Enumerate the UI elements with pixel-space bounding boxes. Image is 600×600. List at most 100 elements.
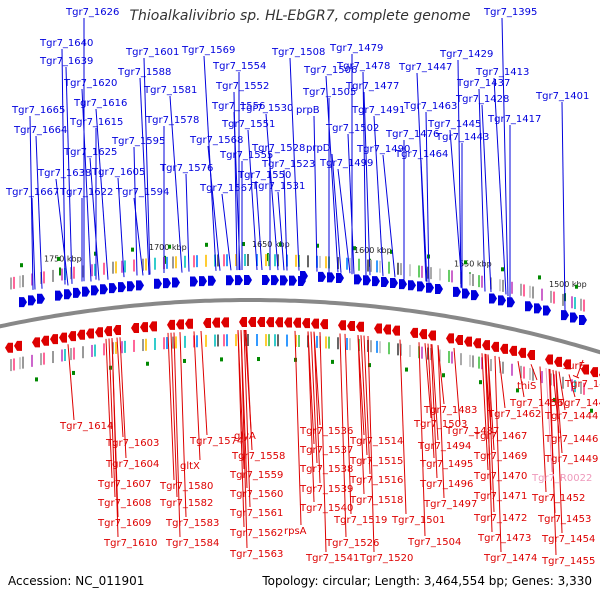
- reverse-gene-label[interactable]: Tgr7_1582: [159, 498, 213, 509]
- reverse-gene-label[interactable]: Tgr7_1561: [229, 508, 283, 519]
- reverse-gene-label[interactable]: Tgr7_1580: [159, 481, 213, 492]
- forward-gene-label[interactable]: Tgr7_1625: [63, 147, 117, 158]
- forward-gene-label[interactable]: Tgr7_1463: [403, 101, 457, 112]
- forward-gene-label[interactable]: Tgr7_1429: [439, 49, 493, 60]
- forward-gene-label[interactable]: Tgr7_1639: [39, 56, 93, 67]
- forward-gene-label[interactable]: Tgr7_1502: [325, 123, 379, 134]
- reverse-gene-label[interactable]: Tgr7_1473: [477, 533, 531, 544]
- forward-gene-label[interactable]: Tgr7_1505: [302, 87, 356, 98]
- reverse-gene-label[interactable]: Tgr7_1610: [103, 538, 157, 549]
- reverse-gene-label[interactable]: Tgr7_1449: [544, 454, 598, 465]
- forward-gene-label[interactable]: Tgr7_1667: [5, 187, 59, 198]
- forward-gene-label[interactable]: Tgr7_1417: [487, 114, 541, 125]
- forward-gene-label[interactable]: Tgr7_1551: [221, 119, 275, 130]
- forward-gene-label[interactable]: Tgr7_1578: [145, 115, 199, 126]
- reverse-gene-label[interactable]: thiS: [517, 381, 536, 392]
- forward-gene-label[interactable]: Tgr7_1554: [212, 61, 266, 72]
- forward-gene-label[interactable]: Tgr7_1464: [394, 149, 448, 160]
- reverse-gene-label[interactable]: rpsA: [284, 526, 307, 537]
- forward-gene-label[interactable]: Tgr7_1622: [59, 187, 113, 198]
- forward-gene-label[interactable]: Tgr7_1568: [189, 135, 243, 146]
- reverse-gene-label[interactable]: Tgr7_1563: [229, 549, 283, 560]
- forward-gene-label[interactable]: Tgr7_1581: [143, 85, 197, 96]
- forward-gene-label[interactable]: Tgr7_1556: [211, 101, 265, 112]
- forward-gene-label[interactable]: Tgr7_1528: [251, 143, 305, 154]
- reverse-gene-label[interactable]: Tgr7_1474: [483, 553, 537, 564]
- reverse-gene-label[interactable]: Tgr7_1483: [423, 405, 477, 416]
- reverse-gene-label[interactable]: Tgr7_1467: [473, 431, 527, 442]
- forward-gene-label[interactable]: Tgr7_1447: [398, 62, 452, 73]
- reverse-gene-label[interactable]: Tgr7_1526: [325, 538, 379, 549]
- forward-gene-label[interactable]: Tgr7_1620: [63, 78, 117, 89]
- forward-gene-label[interactable]: Tgr7_1413: [475, 67, 529, 78]
- reverse-gene-label[interactable]: Tgr7_1454: [541, 534, 595, 545]
- reverse-gene-label[interactable]: Tgr7_1583: [165, 518, 219, 529]
- reverse-gene-label[interactable]: Tgr7_1452: [531, 493, 585, 504]
- reverse-gene-label[interactable]: Tgr7_1516: [349, 475, 403, 486]
- forward-gene-label[interactable]: Tgr7_1601: [125, 47, 179, 58]
- forward-gene-label[interactable]: Tgr7_1665: [11, 105, 65, 116]
- forward-gene-label[interactable]: Tgr7_1550: [237, 170, 291, 181]
- reverse-gene-label[interactable]: Tgr7_1539: [299, 484, 353, 495]
- reverse-gene-label[interactable]: Tgr7_1501: [391, 515, 445, 526]
- forward-gene-label[interactable]: Tgr7_1523: [261, 159, 315, 170]
- reverse-gene-label[interactable]: Tgr7_1439: [564, 379, 600, 390]
- forward-gene-label[interactable]: Tgr7_1605: [91, 167, 145, 178]
- forward-gene-label[interactable]: prpD: [306, 143, 331, 154]
- reverse-gene-label[interactable]: Tgr7_1538: [299, 464, 353, 475]
- reverse-gene-label[interactable]: Tgr7_1453: [537, 514, 591, 525]
- forward-gene-label[interactable]: Tgr7_1595: [111, 136, 165, 147]
- reverse-gene-label[interactable]: Tgr7_1574: [189, 436, 243, 447]
- reverse-gene-label[interactable]: Tgr7_1584: [165, 538, 219, 549]
- forward-gene-label[interactable]: Tgr7_1552: [215, 81, 269, 92]
- reverse-gene-label[interactable]: Tgr7_1469: [473, 451, 527, 462]
- reverse-gene-label[interactable]: Tgr7_1472: [473, 513, 527, 524]
- forward-gene-label[interactable]: Tgr7_1443: [435, 132, 489, 143]
- forward-gene-label[interactable]: Tgr7_1576: [159, 163, 213, 174]
- reverse-gene-label[interactable]: Tgr7_1609: [97, 518, 151, 529]
- reverse-gene-label[interactable]: Tgr7_1503: [413, 419, 467, 430]
- reverse-gene-label[interactable]: Tgr7_1558: [231, 451, 285, 462]
- reverse-gene-label[interactable]: Tgr7_1559: [229, 470, 283, 481]
- reverse-gene-label[interactable]: Tgr7_1514: [349, 436, 403, 447]
- forward-gene-label[interactable]: Tgr7_1401: [535, 91, 589, 102]
- reverse-gene-label[interactable]: Tgr7_1456: [509, 398, 563, 409]
- forward-gene-label[interactable]: Tgr7_1530: [239, 103, 293, 114]
- forward-gene-label[interactable]: Tgr7_1395: [483, 7, 537, 18]
- forward-gene-label[interactable]: Tgr7_1506: [303, 65, 357, 76]
- forward-gene-label[interactable]: Tgr7_1615: [69, 117, 123, 128]
- reverse-gene-label[interactable]: Tgr7_1519: [333, 515, 387, 526]
- forward-gene-label[interactable]: Tgr7_1626: [65, 7, 119, 18]
- reverse-gene-label[interactable]: Tgr7_1537: [299, 445, 353, 456]
- forward-gene-label[interactable]: Tgr7_1567: [199, 183, 253, 194]
- forward-gene-label[interactable]: Tgr7_1445: [427, 119, 481, 130]
- reverse-gene-label[interactable]: Tgr7_1470: [473, 471, 527, 482]
- reverse-gene-label[interactable]: Tgr7_1604: [105, 459, 159, 470]
- reverse-gene-label[interactable]: surE: [563, 361, 585, 372]
- reverse-gene-label[interactable]: Tgr7_1462: [487, 409, 541, 420]
- reverse-gene-label[interactable]: Tgr7_1614: [59, 421, 113, 432]
- forward-gene-label[interactable]: Tgr7_1428: [455, 94, 509, 105]
- reverse-gene-label[interactable]: Tgr7_1496: [419, 479, 473, 490]
- forward-gene-label[interactable]: Tgr7_1616: [73, 98, 127, 109]
- reverse-gene-label[interactable]: Tgr7_1494: [417, 441, 471, 452]
- rna-gene-label[interactable]: Tgr7_R0022: [531, 473, 592, 484]
- forward-gene-label[interactable]: Tgr7_1479: [329, 43, 383, 54]
- reverse-gene-label[interactable]: Tgr7_1495: [419, 459, 473, 470]
- forward-gene-label[interactable]: Tgr7_1499: [319, 158, 373, 169]
- reverse-gene-label[interactable]: Tgr7_1455: [541, 556, 595, 567]
- forward-gene-label[interactable]: Tgr7_1664: [13, 125, 67, 136]
- reverse-gene-label[interactable]: Tgr7_1446: [544, 434, 598, 445]
- reverse-gene-label[interactable]: Tgr7_1471: [473, 491, 527, 502]
- reverse-gene-label[interactable]: Tgr7_1536: [299, 426, 353, 437]
- reverse-gene-label[interactable]: glyA: [234, 431, 256, 442]
- reverse-gene-label[interactable]: Tgr7_1520: [359, 553, 413, 564]
- forward-gene-label[interactable]: Tgr7_1531: [251, 181, 305, 192]
- reverse-gene-label[interactable]: Tgr7_1497: [423, 499, 477, 510]
- forward-gene-label[interactable]: Tgr7_1594: [115, 187, 169, 198]
- forward-gene-label[interactable]: Tgr7_1555: [219, 150, 273, 161]
- reverse-gene-label[interactable]: Tgr7_1562: [229, 528, 283, 539]
- reverse-gene-label[interactable]: Tgr7_1515: [349, 456, 403, 467]
- reverse-gene-label[interactable]: Tgr7_1608: [97, 498, 151, 509]
- forward-gene-label[interactable]: Tgr7_1490: [356, 144, 410, 155]
